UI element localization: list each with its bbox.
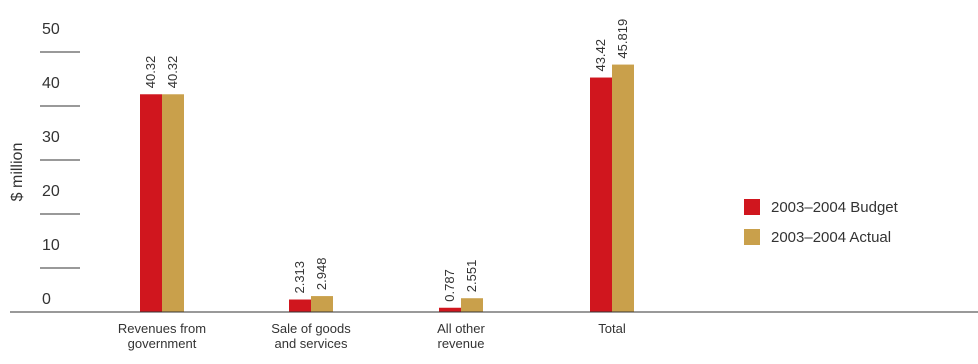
bar	[461, 298, 483, 312]
category-labels: Revenues from government Sale of goods and …	[118, 321, 626, 351]
category-label: Total	[598, 321, 626, 336]
data-label: 43.42	[593, 39, 608, 72]
data-label: 45.819	[615, 19, 630, 59]
bar	[140, 94, 162, 312]
category-label: All other revenue	[437, 321, 485, 351]
data-label: 2.948	[314, 258, 329, 291]
data-label: 40.32	[143, 56, 158, 89]
bar	[612, 64, 634, 313]
y-tick-label: 10	[42, 237, 60, 254]
data-label: 2.313	[292, 261, 307, 294]
y-tick-label: 30	[42, 129, 60, 146]
bar	[439, 307, 461, 312]
y-tick-label: 40	[42, 75, 60, 92]
y-tick-label: 20	[42, 183, 60, 200]
data-label: 0.787	[442, 269, 457, 302]
legend-label: 2003–2004 Actual	[771, 229, 891, 246]
legend-swatch	[744, 229, 760, 245]
bar	[590, 77, 612, 312]
legend: 2003–2004 Budget 2003–2004 Actual	[744, 199, 899, 246]
bar	[289, 299, 311, 312]
y-tick-label: 50	[42, 21, 60, 38]
data-label: 2.551	[464, 260, 479, 293]
y-axis-ticks: 0 10 20 30 40 50	[40, 21, 80, 308]
bar	[162, 94, 184, 312]
bars	[140, 64, 634, 313]
data-labels: 40.32 2.313 0.787 43.42 40.32 2.948 2.551 45.81…	[143, 19, 630, 302]
y-axis-title: $ million	[9, 143, 26, 202]
bar	[311, 296, 333, 312]
category-label: Revenues from government	[118, 321, 206, 351]
data-label: 40.32	[165, 56, 180, 89]
legend-swatch	[744, 199, 760, 215]
category-label: Sale of goods and services	[271, 321, 351, 351]
y-tick-label: 0	[42, 291, 51, 308]
legend-label: 2003–2004 Budget	[771, 199, 899, 216]
